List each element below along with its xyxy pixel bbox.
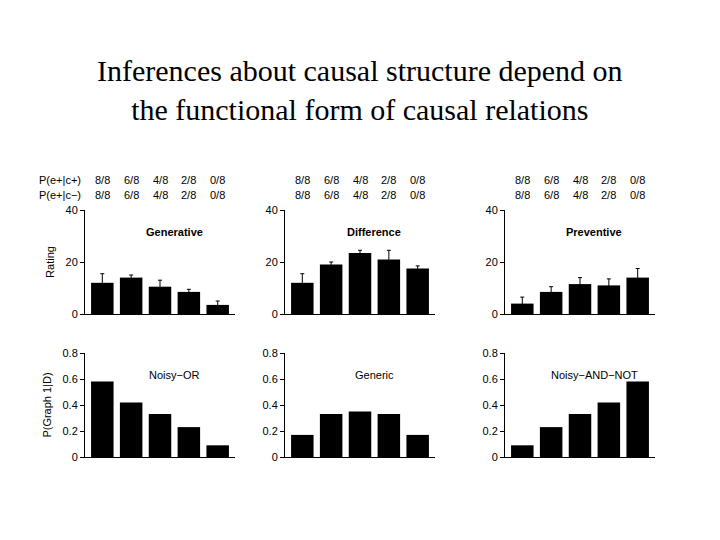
svg-text:0/8: 0/8 [210,189,225,201]
svg-text:Preventive: Preventive [566,226,622,238]
svg-text:0.4: 0.4 [483,399,498,411]
svg-text:20: 20 [66,256,78,268]
svg-text:0: 0 [272,308,278,320]
svg-text:4/8: 4/8 [573,189,588,201]
svg-text:4/8: 4/8 [153,174,168,186]
svg-text:4/8: 4/8 [573,174,588,186]
svg-text:6/8: 6/8 [324,174,339,186]
svg-text:20: 20 [266,256,278,268]
svg-text:0.4: 0.4 [63,399,78,411]
svg-text:0/8: 0/8 [630,189,645,201]
svg-text:Rating: Rating [44,246,56,278]
svg-text:8/8: 8/8 [95,174,110,186]
svg-text:0: 0 [492,308,498,320]
svg-text:Noisy−AND−NOT: Noisy−AND−NOT [551,369,638,381]
svg-text:8/8: 8/8 [95,189,110,201]
svg-text:0.2: 0.2 [483,425,498,437]
svg-text:6/8: 6/8 [124,174,139,186]
svg-text:6/8: 6/8 [544,174,559,186]
svg-text:2/8: 2/8 [601,174,616,186]
svg-text:2/8: 2/8 [381,189,396,201]
svg-text:0.6: 0.6 [483,373,498,385]
svg-text:0/8: 0/8 [410,174,425,186]
svg-text:0.2: 0.2 [263,425,278,437]
svg-text:Generative: Generative [146,226,203,238]
svg-text:40: 40 [486,204,498,216]
svg-text:0/8: 0/8 [410,189,425,201]
svg-text:20: 20 [486,256,498,268]
svg-text:4/8: 4/8 [353,189,368,201]
svg-text:Inferences about causal struct: Inferences about causal structure depend… [97,54,623,126]
svg-text:8/8: 8/8 [515,174,530,186]
svg-text:0: 0 [72,308,78,320]
svg-text:0.6: 0.6 [63,373,78,385]
svg-text:Generic: Generic [355,369,394,381]
svg-text:0.8: 0.8 [263,347,278,359]
svg-text:40: 40 [66,204,78,216]
svg-text:P(Graph 1|D): P(Graph 1|D) [41,372,53,437]
svg-text:P(e+|c−): P(e+|c−) [39,189,81,201]
svg-text:2/8: 2/8 [381,174,396,186]
svg-text:6/8: 6/8 [124,189,139,201]
svg-text:0.6: 0.6 [263,373,278,385]
svg-text:4/8: 4/8 [153,189,168,201]
svg-text:0/8: 0/8 [630,174,645,186]
svg-text:P(e+|c+): P(e+|c+) [39,174,81,186]
svg-text:0: 0 [72,451,78,463]
svg-text:0.8: 0.8 [63,347,78,359]
svg-text:6/8: 6/8 [324,189,339,201]
svg-text:8/8: 8/8 [295,174,310,186]
svg-text:0: 0 [272,451,278,463]
svg-text:6/8: 6/8 [544,189,559,201]
svg-text:Noisy−OR: Noisy−OR [149,369,199,381]
svg-text:40: 40 [266,204,278,216]
svg-text:0.2: 0.2 [63,425,78,437]
svg-text:0.8: 0.8 [483,347,498,359]
svg-text:0: 0 [492,451,498,463]
svg-text:4/8: 4/8 [353,174,368,186]
svg-text:2/8: 2/8 [181,174,196,186]
svg-text:0/8: 0/8 [210,174,225,186]
svg-text:2/8: 2/8 [181,189,196,201]
svg-text:0.4: 0.4 [263,399,278,411]
svg-text:2/8: 2/8 [601,189,616,201]
svg-text:8/8: 8/8 [295,189,310,201]
svg-text:8/8: 8/8 [515,189,530,201]
svg-text:Difference: Difference [347,226,401,238]
